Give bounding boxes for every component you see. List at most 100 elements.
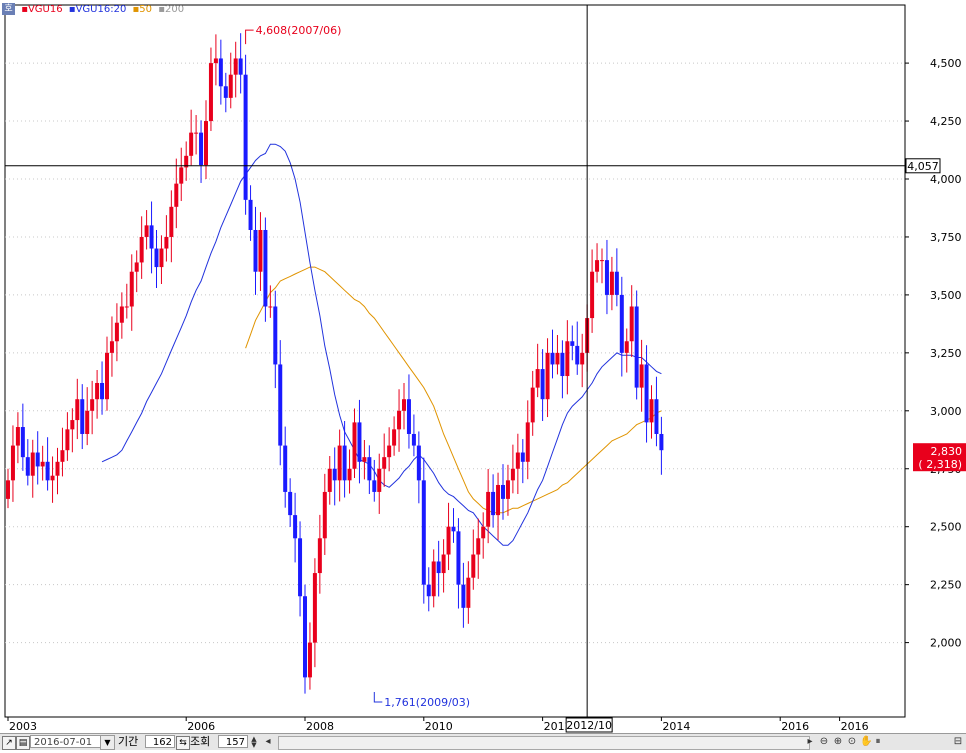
candle-body[interactable] bbox=[174, 183, 179, 207]
candle-body[interactable] bbox=[35, 452, 40, 467]
candle-body[interactable] bbox=[520, 452, 525, 462]
candle-body[interactable] bbox=[451, 526, 456, 532]
candle-body[interactable] bbox=[159, 248, 164, 268]
chart-scrollbar[interactable] bbox=[278, 736, 810, 750]
zoom-out-button[interactable]: ⊖ bbox=[819, 736, 829, 747]
candle-body[interactable] bbox=[446, 526, 451, 555]
candle-body[interactable] bbox=[659, 433, 664, 451]
candle-body[interactable] bbox=[50, 475, 55, 481]
candle-body[interactable] bbox=[288, 491, 293, 516]
date-input[interactable]: 2016-07-01 bbox=[30, 735, 110, 748]
candle-body[interactable] bbox=[609, 271, 614, 295]
candle-body[interactable] bbox=[228, 74, 233, 98]
candle-body[interactable] bbox=[471, 554, 476, 578]
candle-body[interactable] bbox=[426, 584, 431, 597]
query-stepper[interactable]: ▲ ▼ bbox=[251, 735, 257, 749]
candle-body[interactable] bbox=[337, 445, 342, 481]
candle-body[interactable] bbox=[204, 121, 208, 166]
candle-body[interactable] bbox=[352, 422, 357, 469]
candle-body[interactable] bbox=[149, 225, 154, 249]
chart-type-icon[interactable]: ↗ bbox=[2, 736, 16, 750]
candle-body[interactable] bbox=[600, 260, 604, 262]
candle-body[interactable] bbox=[322, 491, 327, 539]
candle-body[interactable] bbox=[253, 229, 258, 272]
candle-body[interactable] bbox=[332, 468, 337, 481]
candle-body[interactable] bbox=[268, 306, 273, 308]
candle-body[interactable] bbox=[501, 484, 505, 499]
candle-body[interactable] bbox=[387, 445, 392, 458]
panel-layout-icon[interactable]: ⊟ bbox=[953, 736, 963, 747]
candle-body[interactable] bbox=[144, 225, 149, 237]
chart-settings-icon[interactable]: ▤ bbox=[16, 736, 30, 750]
candle-body[interactable] bbox=[283, 445, 288, 492]
candle-body[interactable] bbox=[199, 132, 204, 166]
candle-body[interactable] bbox=[466, 577, 471, 608]
candle-body[interactable] bbox=[75, 399, 80, 421]
candle-body[interactable] bbox=[347, 468, 352, 481]
candle-body[interactable] bbox=[65, 429, 70, 451]
candle-body[interactable] bbox=[258, 229, 263, 272]
candle-body[interactable] bbox=[357, 422, 362, 462]
query-icon[interactable]: ⇆ bbox=[176, 736, 190, 750]
candle-body[interactable] bbox=[298, 538, 303, 597]
candle-body[interactable] bbox=[189, 132, 194, 156]
candle-body[interactable] bbox=[634, 306, 639, 388]
bar-width-icon[interactable]: ⏸ bbox=[875, 736, 881, 747]
candle-body[interactable] bbox=[179, 167, 184, 184]
legend-toggle-button[interactable]: 호 bbox=[2, 3, 15, 15]
candle-body[interactable] bbox=[169, 206, 174, 237]
candle-body[interactable] bbox=[436, 561, 441, 574]
candle-body[interactable] bbox=[555, 352, 560, 365]
candle-body[interactable] bbox=[476, 538, 481, 555]
candle-body[interactable] bbox=[545, 352, 550, 400]
candle-body[interactable] bbox=[312, 573, 317, 643]
candle-body[interactable] bbox=[486, 491, 491, 527]
candle-body[interactable] bbox=[223, 86, 228, 98]
candle-body[interactable] bbox=[530, 387, 535, 423]
candle-body[interactable] bbox=[134, 262, 139, 272]
candle-body[interactable] bbox=[40, 461, 45, 467]
candle-body[interactable] bbox=[421, 480, 426, 585]
candle-body[interactable] bbox=[194, 132, 199, 134]
candle-body[interactable] bbox=[595, 260, 600, 272]
candle-body[interactable] bbox=[481, 526, 486, 539]
candle-body[interactable] bbox=[263, 229, 268, 307]
candle-body[interactable] bbox=[100, 382, 105, 400]
candle-body[interactable] bbox=[580, 352, 585, 365]
candle-body[interactable] bbox=[15, 427, 20, 446]
candle-body[interactable] bbox=[114, 322, 119, 342]
candle-body[interactable] bbox=[213, 58, 218, 64]
scroll-right-button[interactable]: ▸ bbox=[807, 736, 813, 747]
candle-body[interactable] bbox=[496, 484, 501, 516]
candle-body[interactable] bbox=[382, 457, 387, 469]
candle-body[interactable] bbox=[619, 294, 624, 353]
candle-body[interactable] bbox=[184, 155, 189, 168]
candle-body[interactable] bbox=[95, 382, 100, 400]
candle-body[interactable] bbox=[233, 58, 238, 75]
candle-body[interactable] bbox=[129, 271, 134, 307]
candle-body[interactable] bbox=[218, 58, 223, 87]
candle-body[interactable] bbox=[570, 341, 575, 346]
candle-body[interactable] bbox=[441, 554, 446, 574]
scroll-left-button[interactable]: ◂ bbox=[265, 736, 271, 747]
candle-body[interactable] bbox=[105, 352, 109, 400]
candle-body[interactable] bbox=[154, 248, 159, 268]
candle-body[interactable] bbox=[90, 399, 95, 411]
candle-body[interactable] bbox=[278, 364, 283, 446]
hand-tool-icon[interactable]: ✋ bbox=[860, 736, 873, 747]
query-input[interactable]: 157 bbox=[218, 735, 248, 748]
candle-body[interactable] bbox=[109, 341, 114, 353]
candle-body[interactable] bbox=[649, 399, 654, 423]
zoom-in-button[interactable]: ⊕ bbox=[833, 736, 843, 747]
candle-body[interactable] bbox=[25, 457, 30, 476]
candle-body[interactable] bbox=[327, 468, 332, 492]
candle-body[interactable] bbox=[644, 364, 649, 423]
legend-item-vgu16[interactable]: VGU16 bbox=[27, 4, 63, 15]
candle-body[interactable] bbox=[639, 364, 644, 388]
candle-body[interactable] bbox=[456, 531, 461, 585]
candle-body[interactable] bbox=[273, 306, 278, 365]
candle-body[interactable] bbox=[535, 369, 540, 388]
candle-body[interactable] bbox=[342, 445, 347, 481]
